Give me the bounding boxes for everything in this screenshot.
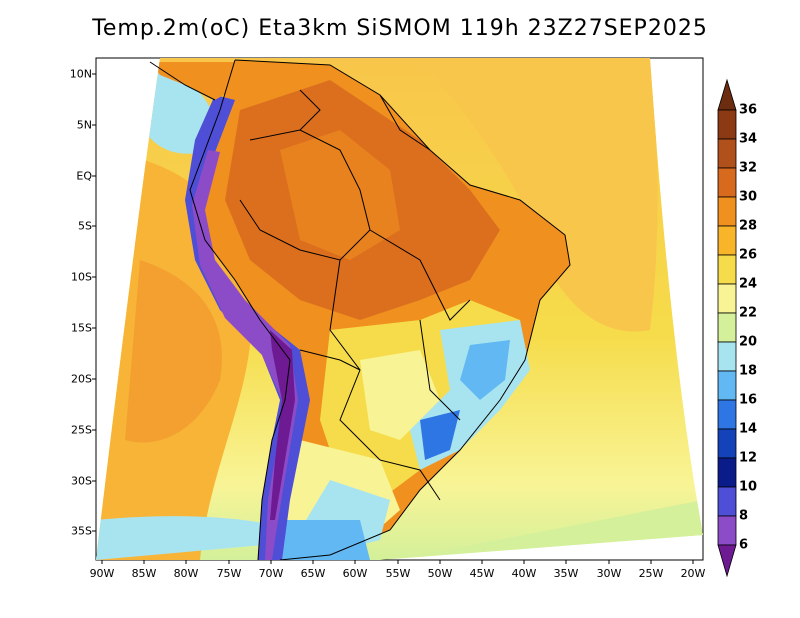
- lon-label-25w: 25W: [638, 567, 664, 580]
- lon-label-30w: 30W: [596, 567, 622, 580]
- country-borders: [149, 59, 571, 561]
- colorbar-underflow-arrow: [717, 544, 737, 578]
- lon-label-75w: 75W: [216, 567, 242, 580]
- lat-label-5n: 5N: [76, 118, 92, 132]
- colorbar-label-32: 32: [739, 160, 758, 176]
- lon-label-45w: 45W: [469, 567, 495, 580]
- lon-label-60w: 60W: [342, 567, 368, 580]
- lat-label-10n: 10N: [69, 67, 92, 81]
- colorbar-label-34: 34: [739, 131, 758, 147]
- lat-label-20s: 20S: [71, 372, 92, 386]
- colorbar: [717, 78, 737, 578]
- colorbar-label-8: 8: [739, 508, 749, 524]
- lon-label-85w: 85W: [131, 567, 157, 580]
- lat-label-15s: 15S: [71, 321, 92, 335]
- colorbar-label-20: 20: [739, 334, 758, 350]
- lon-label-40w: 40W: [511, 567, 537, 580]
- colorbar-label-28: 28: [739, 218, 758, 234]
- colorbar-label-10: 10: [739, 479, 758, 495]
- temperature-field: [96, 58, 703, 560]
- colorbar-label-16: 16: [739, 392, 758, 408]
- colorbar-label-6: 6: [739, 537, 749, 553]
- colorbar-label-12: 12: [739, 450, 758, 466]
- lon-label-55w: 55W: [385, 567, 411, 580]
- lon-label-80w: 80W: [173, 567, 199, 580]
- colorbar-label-14: 14: [739, 421, 758, 437]
- axis-ticks: [92, 73, 694, 564]
- colorbar-overflow-arrow: [717, 78, 737, 111]
- colorbar-label-26: 26: [739, 247, 758, 263]
- lat-label-30s: 30S: [71, 474, 92, 488]
- lat-label-35s: 35S: [71, 524, 92, 538]
- lon-label-50w: 50W: [427, 567, 453, 580]
- lon-label-70w: 70W: [258, 567, 284, 580]
- colorbar-label-22: 22: [739, 305, 758, 321]
- colorbar-label-24: 24: [739, 276, 758, 292]
- map-title: Temp.2m(oC) Eta3km SiSMOM 119h 23Z27SEP2…: [92, 16, 708, 41]
- lat-label-eq: EQ: [76, 169, 92, 183]
- lon-label-35w: 35W: [553, 567, 579, 580]
- lon-label-20w: 20W: [680, 567, 706, 580]
- colorbar-label-30: 30: [739, 189, 758, 205]
- lon-label-90w: 90W: [89, 567, 115, 580]
- lat-label-10s: 10S: [71, 270, 92, 284]
- lon-label-65w: 65W: [300, 567, 326, 580]
- colorbar-label-18: 18: [739, 363, 758, 379]
- lat-label-25s: 25S: [71, 423, 92, 437]
- lat-label-5s: 5S: [78, 219, 92, 233]
- colorbar-label-36: 36: [739, 102, 758, 118]
